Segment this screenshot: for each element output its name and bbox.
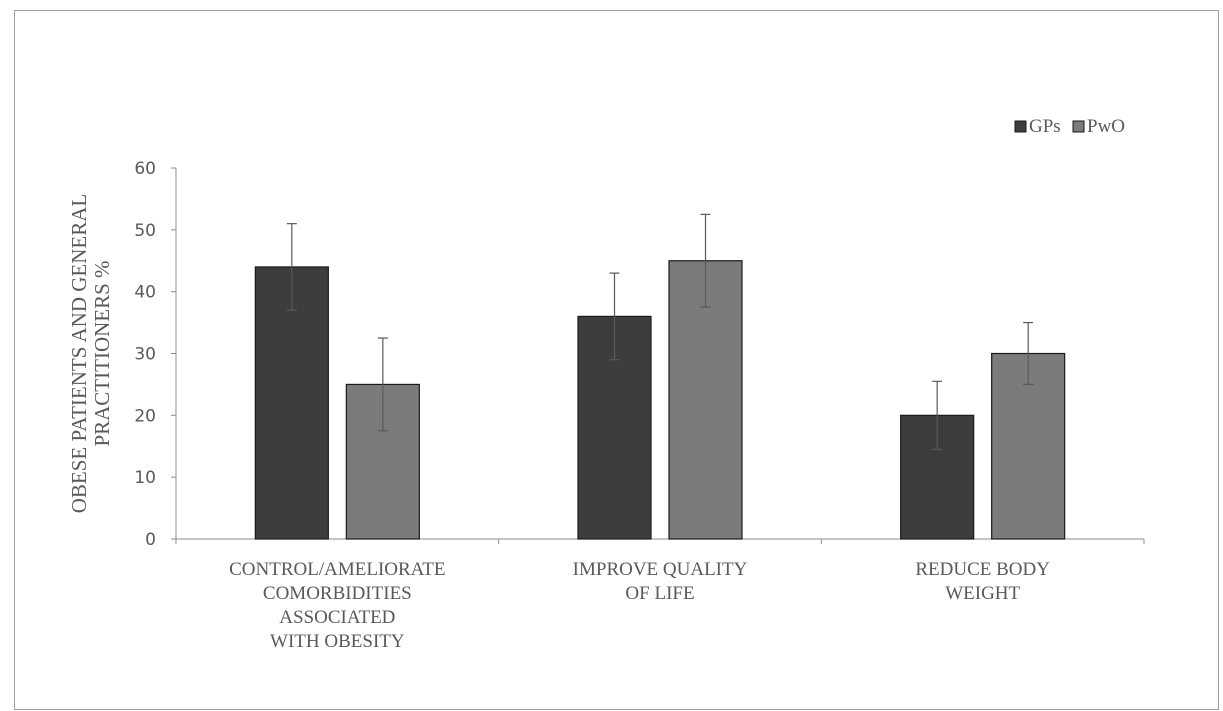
legend-swatch-gps bbox=[1014, 120, 1027, 133]
y-axis-title-line: OBESE PATIENTS AND GENERAL bbox=[67, 194, 91, 514]
x-category-label: IMPROVE QUALITY bbox=[573, 559, 748, 580]
chart-frame: 0 10 20 30 40 50 60 OBESE PATIENTS AND GENERAL P… bbox=[14, 10, 1219, 710]
y-tick-label: 60 bbox=[134, 159, 156, 179]
y-tick-label: 20 bbox=[134, 406, 156, 426]
y-tick-label: 40 bbox=[134, 283, 156, 303]
x-category-label: WEIGHT bbox=[945, 583, 1020, 604]
x-category-label: ASSOCIATED bbox=[279, 607, 395, 628]
x-category-label: REDUCE BODY bbox=[915, 559, 1050, 580]
y-tick-label: 50 bbox=[134, 221, 156, 241]
bar-gps bbox=[254, 266, 329, 540]
legend-swatch-pwo bbox=[1072, 120, 1085, 133]
x-category-label: WITH OBESITY bbox=[270, 631, 405, 652]
x-category-label: CONTROL/AMELIORATE bbox=[229, 559, 445, 580]
y-tick-label: 10 bbox=[134, 468, 156, 488]
y-axis-title-line: PRACTITIONERS % bbox=[90, 260, 114, 446]
x-category-label: OF LIFE bbox=[625, 583, 694, 604]
x-category-label: COMORBIDITIES bbox=[263, 583, 412, 604]
legend-label-gps: GPs bbox=[1029, 116, 1061, 137]
y-tick-label: 30 bbox=[134, 345, 156, 365]
legend-label-pwo: PwO bbox=[1087, 116, 1125, 137]
y-tick-label: 0 bbox=[145, 530, 156, 550]
